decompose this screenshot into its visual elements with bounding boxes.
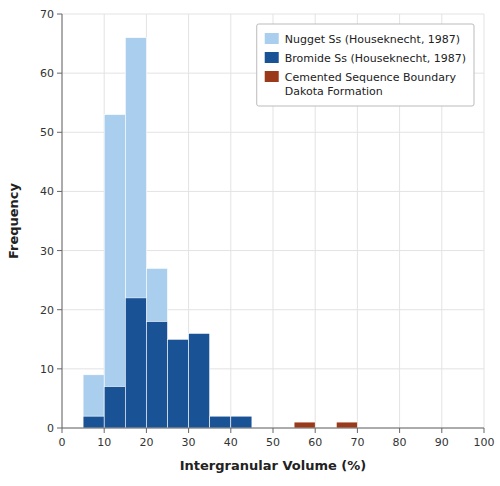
bar — [336, 422, 357, 428]
tick — [57, 309, 62, 310]
y-axis-label: Frequency — [6, 182, 21, 259]
bar — [125, 38, 146, 428]
tick-label: 20 — [139, 436, 153, 449]
legend-label: Bromide Ss (Houseknecht, 1987) — [285, 52, 466, 65]
legend-swatch — [265, 33, 279, 44]
bar — [294, 422, 315, 428]
tick-label: 10 — [40, 363, 54, 376]
bar — [189, 333, 210, 428]
tick-label: 80 — [393, 436, 407, 449]
tick-label: 60 — [308, 436, 322, 449]
plot-area — [62, 14, 484, 428]
tick — [57, 132, 62, 133]
legend: Nugget Ss (Houseknecht, 1987) Bromide Ss … — [257, 24, 474, 106]
tick — [57, 428, 62, 429]
tick-label: 70 — [350, 436, 364, 449]
tick-label: 10 — [97, 436, 111, 449]
tick — [57, 191, 62, 192]
tick-label: 30 — [182, 436, 196, 449]
tick — [188, 428, 189, 433]
tick — [273, 428, 274, 433]
grid-line — [230, 14, 231, 428]
tick-label: 0 — [59, 436, 66, 449]
tick — [357, 428, 358, 433]
tick — [315, 428, 316, 433]
grid-line — [62, 14, 63, 428]
legend-label: Cemented Sequence BoundaryDakota Formati… — [285, 71, 457, 98]
tick-label: 50 — [266, 436, 280, 449]
tick-label: 20 — [40, 304, 54, 317]
x-axis-label: Intergranular Volume (%) — [180, 458, 367, 473]
grid — [62, 14, 484, 428]
bar — [104, 387, 125, 428]
series — [294, 422, 357, 428]
legend-box — [257, 24, 474, 106]
tick — [399, 428, 400, 433]
tick — [62, 428, 63, 433]
tick — [57, 14, 62, 15]
series — [83, 38, 167, 428]
bar — [146, 322, 167, 428]
legend-swatch — [265, 71, 279, 82]
grid-line — [484, 14, 485, 428]
bar — [104, 115, 125, 428]
tick-label: 60 — [40, 67, 54, 80]
tick-label: 50 — [40, 126, 54, 139]
tick-label: 90 — [435, 436, 449, 449]
tick — [57, 250, 62, 251]
tick-label: 100 — [474, 436, 495, 449]
bar — [83, 375, 104, 428]
bar — [146, 268, 167, 428]
chart: 0 10 20 30 40 50 60 70 80 90 100 0 10 20 30 40 50 60 70 Int… — [0, 0, 500, 486]
bar — [210, 416, 231, 428]
bar — [231, 416, 252, 428]
tick-label: 0 — [47, 422, 54, 435]
tick-label: 30 — [40, 245, 54, 258]
tick — [104, 428, 105, 433]
tick — [146, 428, 147, 433]
bar — [125, 298, 146, 428]
bar — [83, 416, 104, 428]
tick — [441, 428, 442, 433]
tick — [57, 73, 62, 74]
legend-swatch — [265, 52, 279, 63]
tick — [484, 428, 485, 433]
tick-label: 40 — [40, 185, 54, 198]
bar — [168, 339, 189, 428]
tick-label: 70 — [40, 8, 54, 21]
series — [83, 298, 252, 428]
tick — [57, 368, 62, 369]
tick-label: 40 — [224, 436, 238, 449]
y-axis-line — [62, 14, 63, 428]
tick — [230, 428, 231, 433]
legend-label: Nugget Ss (Houseknecht, 1987) — [285, 33, 460, 46]
